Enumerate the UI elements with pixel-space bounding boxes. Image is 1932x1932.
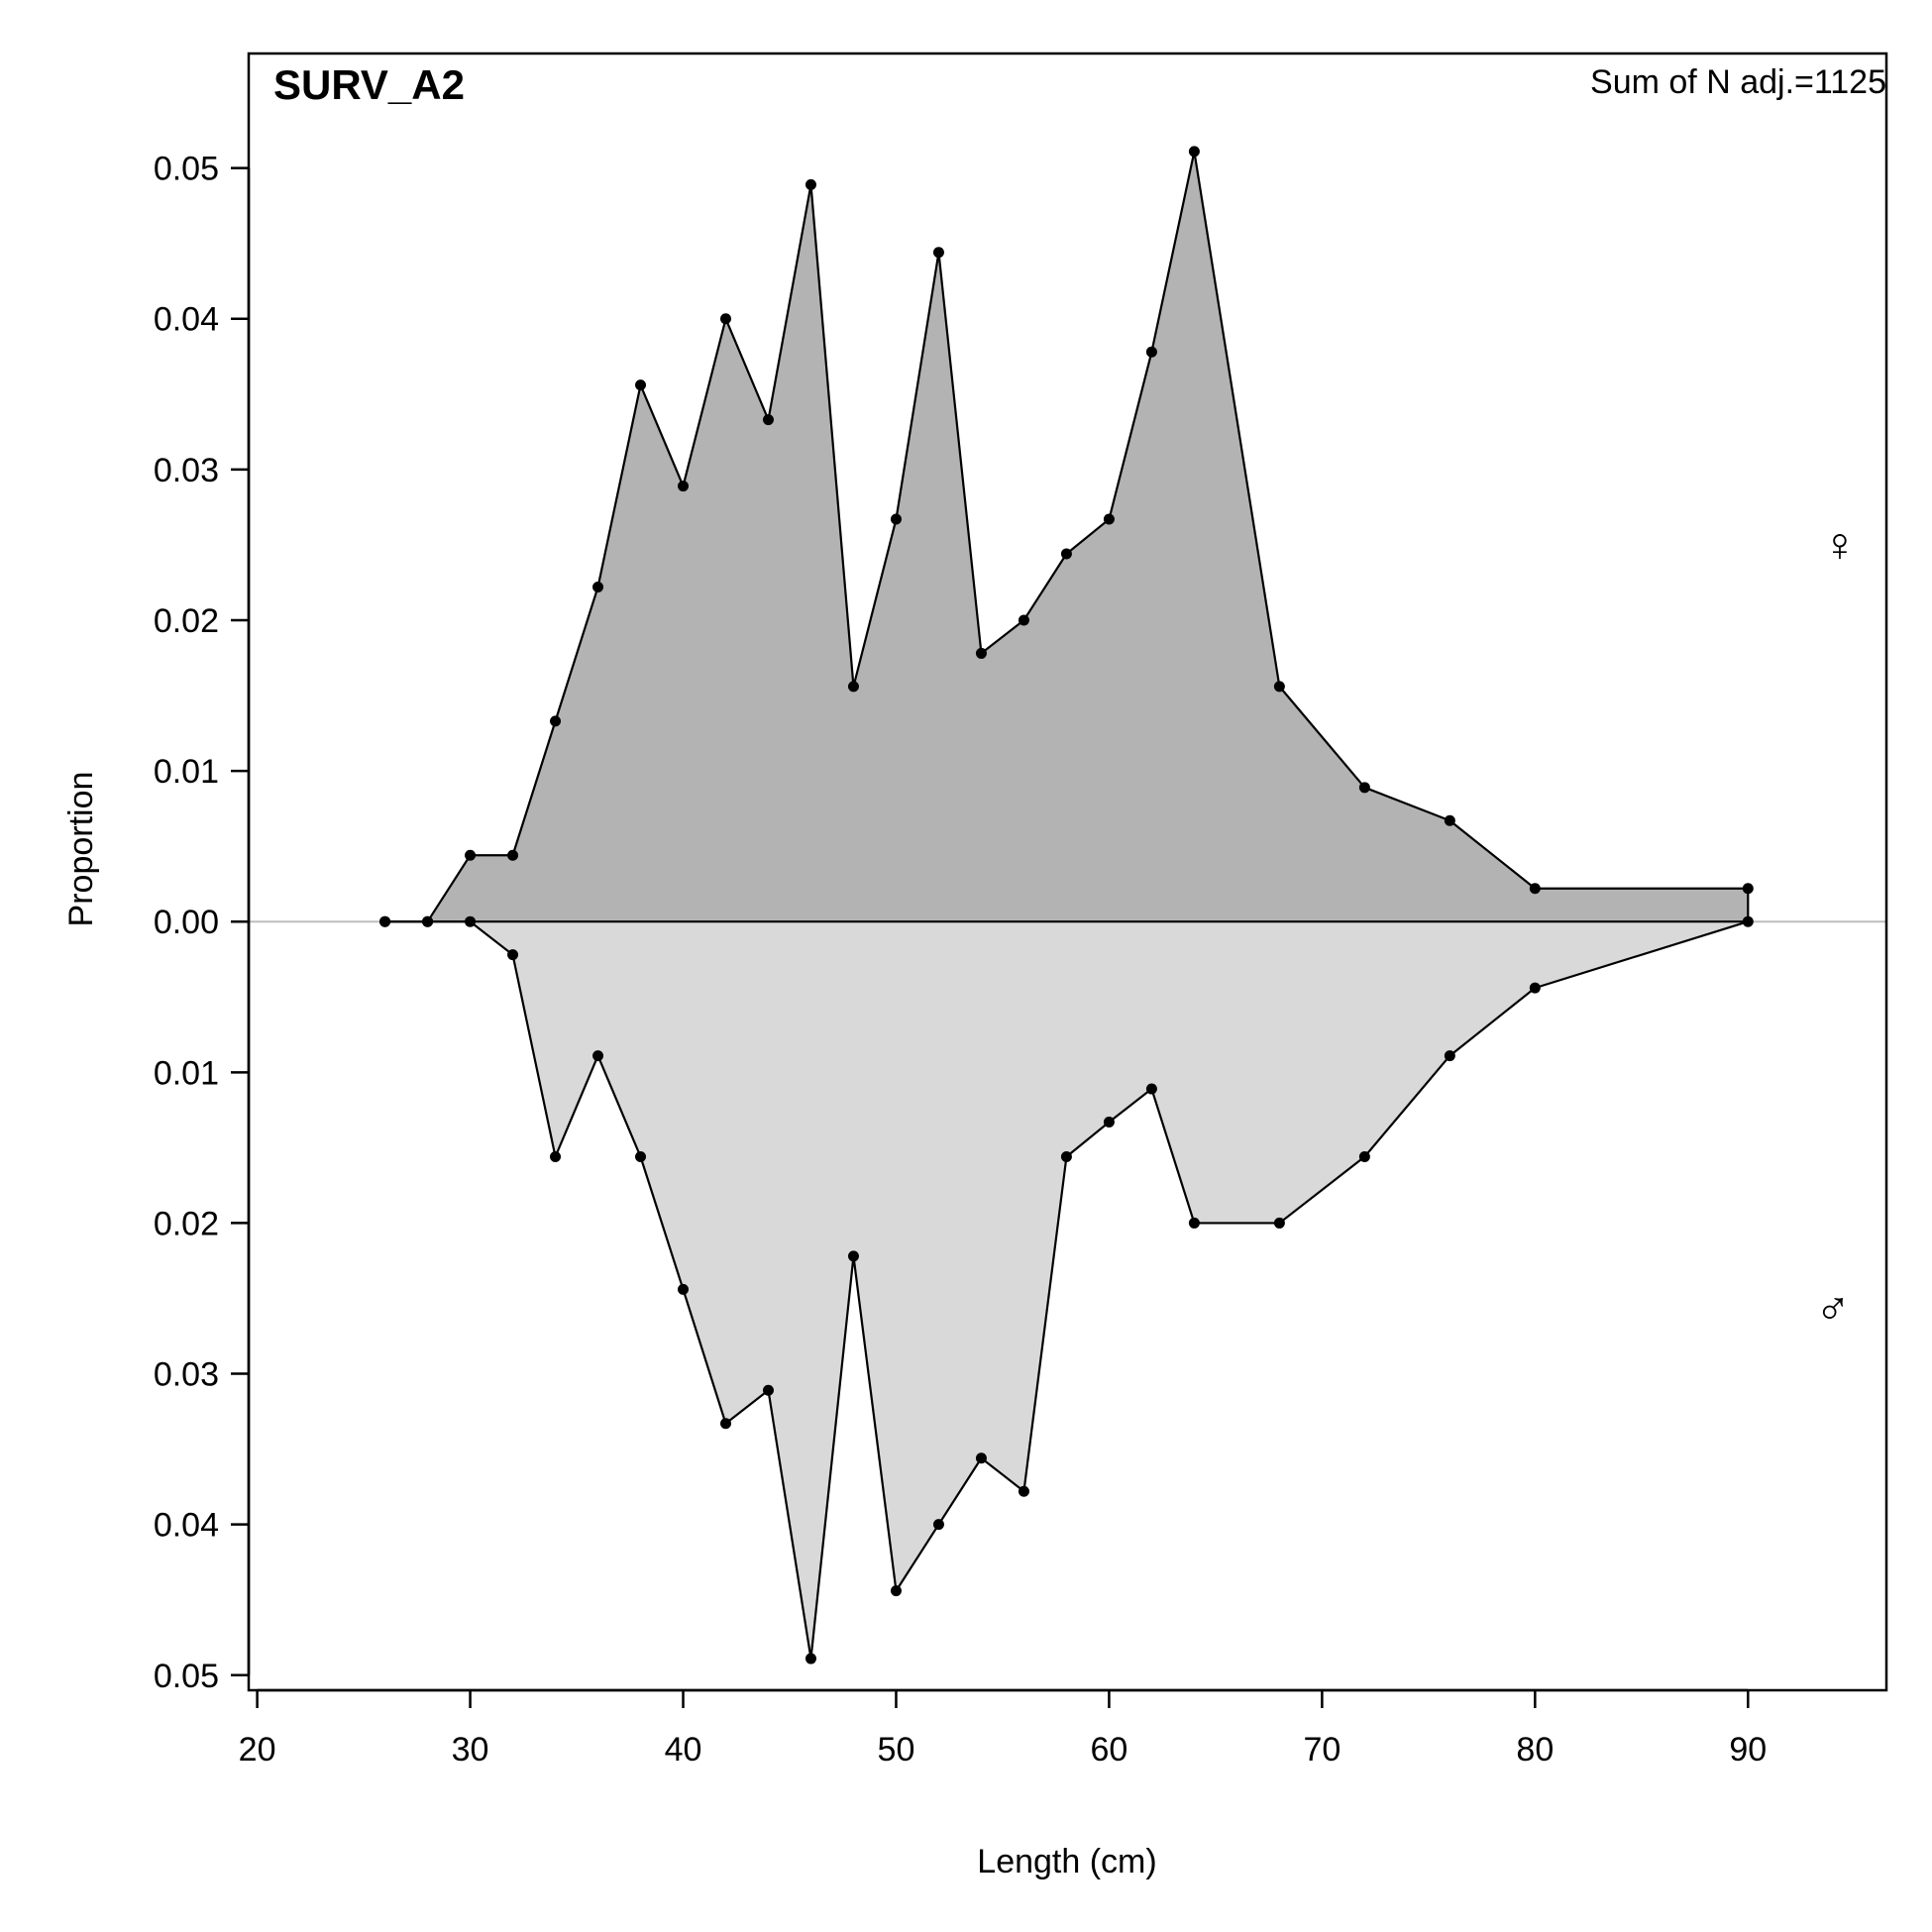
series-0-point-72 [1358,782,1370,794]
y-tick-label: 0.01 [154,1054,219,1092]
y-tick-label: 0.03 [154,452,219,489]
series-0-point-56 [1018,614,1029,626]
series-0-point-62 [1145,346,1157,358]
series-1-point-36 [592,1050,604,1062]
female-symbol-icon: ♀ [1822,519,1858,572]
series-1-point-54 [975,1452,987,1464]
series-1-point-26 [379,915,391,927]
x-tick-label: 70 [1303,1731,1341,1769]
y-tick-label: 0.03 [154,1356,219,1394]
series-1-point-64 [1188,1217,1200,1229]
series-0-point-38 [635,379,647,391]
y-tick-label: 0.00 [154,904,219,941]
series-areas [384,151,1749,1660]
series-0-area [384,151,1749,922]
y-tick-label: 0.05 [154,1658,219,1695]
chart-title: SURV_A2 [273,61,465,108]
series-0-point-58 [1060,548,1072,560]
series-0-point-36 [592,581,604,592]
series-0-point-46 [805,178,816,190]
male-symbol-icon: ♂ [1815,1283,1851,1336]
series-1-point-34 [550,1151,562,1163]
series-1-point-38 [635,1151,647,1163]
series-1-point-46 [805,1653,816,1664]
x-tick-label: 90 [1729,1731,1767,1769]
series-1-point-40 [678,1283,690,1295]
series-0-point-90 [1742,883,1754,895]
series-1-point-50 [890,1585,902,1597]
series-0-point-54 [975,647,987,659]
series-1-point-72 [1358,1151,1370,1163]
series-0-point-40 [678,481,690,492]
x-tick-label: 50 [878,1731,915,1769]
series-0-point-68 [1273,681,1285,693]
series-0-point-32 [507,849,519,861]
series-0-point-52 [932,247,944,259]
y-tick-label: 0.01 [154,753,219,791]
y-axis: 0.05 0.04 0.03 0.02 0.01 0.00 0.01 0.02 0.03 0.04… [154,151,251,1695]
x-tick-label: 60 [1091,1731,1128,1769]
series-1-point-32 [507,949,519,961]
y-tick-label: 0.02 [154,602,219,640]
x-axis: 20 30 40 50 60 70 80 90 [239,1688,1767,1769]
series-1-point-42 [719,1418,731,1430]
series-1-point-60 [1103,1117,1115,1128]
series-0-point-50 [890,513,902,525]
series-1-point-80 [1529,982,1541,994]
series-1-point-68 [1273,1217,1285,1229]
series-1-point-30 [465,915,477,927]
sum-annotation: Sum of N adj.=1125 [1590,63,1886,101]
series-0-point-76 [1444,814,1455,826]
series-1-point-62 [1145,1083,1157,1095]
x-tick-label: 30 [452,1731,489,1769]
series-1-point-28 [422,915,434,927]
series-0-point-30 [465,849,477,861]
series-0-point-42 [719,313,731,325]
series-1-point-76 [1444,1050,1455,1062]
y-tick-label: 0.04 [154,301,219,339]
x-axis-title: Length (cm) [977,1843,1156,1880]
data-points [379,146,1754,1664]
series-1-point-44 [762,1384,774,1396]
x-tick-label: 20 [239,1731,276,1769]
series-0-point-44 [762,414,774,426]
series-1-area [384,921,1749,1660]
y-tick-label: 0.05 [154,151,219,188]
x-tick-label: 80 [1516,1731,1554,1769]
series-0-point-60 [1103,513,1115,525]
series-0-point-34 [550,715,562,727]
series-0-point-64 [1188,146,1200,158]
series-1-point-52 [932,1519,944,1531]
series-1-point-48 [847,1250,859,1262]
series-0-point-48 [847,681,859,693]
y-tick-label: 0.02 [154,1205,219,1242]
series-0-line [384,150,1750,923]
series-1-point-58 [1060,1151,1072,1163]
series-0-point-80 [1529,883,1541,895]
series-1-point-90 [1742,915,1754,927]
y-tick-label: 0.04 [154,1507,219,1545]
series-1-point-56 [1018,1485,1029,1497]
x-tick-label: 40 [665,1731,702,1769]
y-axis-title: Proportion [62,772,100,927]
